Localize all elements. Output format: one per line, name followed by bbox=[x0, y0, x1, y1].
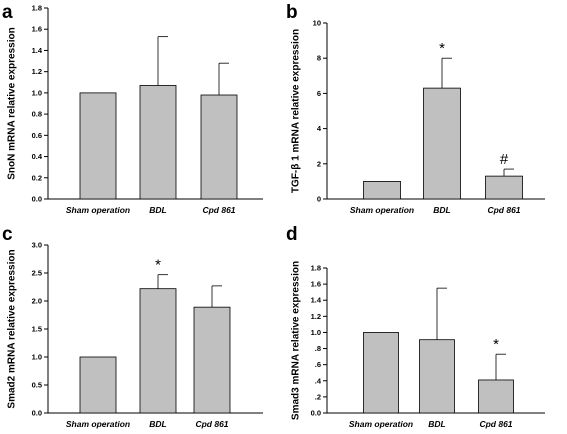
x-tick-label: Sham operation bbox=[66, 205, 130, 215]
bar bbox=[200, 94, 238, 200]
x-tick-label: BDL bbox=[433, 205, 450, 215]
y-tick-label: 0.0 bbox=[311, 409, 321, 418]
significance-marker: # bbox=[500, 151, 509, 168]
significance-marker: * bbox=[493, 336, 499, 353]
x-tick-label: Sham operation bbox=[350, 205, 414, 215]
bar bbox=[363, 180, 401, 200]
y-tick-label: 0.0 bbox=[32, 195, 42, 204]
y-axis-label: TGF-β 1 mRNA relative expression bbox=[291, 29, 302, 193]
y-tick-label: 1.5 bbox=[32, 325, 42, 334]
x-tick-label: BDL bbox=[428, 419, 445, 429]
y-tick-label: 1.0 bbox=[32, 353, 42, 362]
y-tick-label: .4 bbox=[315, 376, 322, 385]
x-tick-label: BDL bbox=[149, 205, 166, 215]
y-tick-label: 0.0 bbox=[32, 409, 42, 418]
y-tick-label: 1.8 bbox=[311, 264, 321, 273]
bar bbox=[423, 87, 461, 200]
y-tick-label: .8 bbox=[315, 344, 321, 353]
bar bbox=[419, 339, 455, 414]
y-tick-label: 0 bbox=[317, 195, 321, 204]
significance-marker: * bbox=[439, 40, 445, 57]
y-tick-label: 8 bbox=[317, 54, 321, 63]
y-tick-label: 1.8 bbox=[32, 4, 42, 13]
y-axis-label: Smad3 mRNA relative expression bbox=[291, 261, 302, 420]
x-tick-label: Cpd 861 bbox=[479, 419, 512, 429]
bar bbox=[193, 306, 231, 414]
bar bbox=[478, 379, 514, 414]
x-tick-label: Sham operation bbox=[349, 419, 413, 429]
y-tick-label: 0.4 bbox=[32, 152, 43, 161]
y-tick-label: 0.5 bbox=[32, 381, 42, 390]
y-tick-label: 10 bbox=[313, 19, 321, 28]
bar bbox=[139, 288, 177, 414]
y-axis-label: Smad2 mRNA relative expression bbox=[7, 249, 18, 408]
x-tick-label: Cpd 861 bbox=[202, 205, 235, 215]
y-tick-label: 3.0 bbox=[32, 241, 42, 250]
y-tick-label: 1.6 bbox=[311, 280, 321, 289]
y-tick-label: 1.2 bbox=[311, 312, 321, 321]
bar bbox=[363, 332, 399, 414]
significance-marker: * bbox=[155, 257, 161, 274]
y-tick-label: 1.4 bbox=[311, 296, 322, 305]
bar bbox=[485, 175, 523, 200]
x-tick-label: Cpd 861 bbox=[195, 419, 228, 429]
y-tick-label: 0.8 bbox=[32, 110, 42, 119]
panel-letter: c bbox=[2, 224, 13, 245]
y-tick-label: 2 bbox=[317, 159, 321, 168]
x-tick-label: Cpd 861 bbox=[487, 205, 520, 215]
y-tick-label: 2.0 bbox=[32, 297, 42, 306]
y-tick-label: 6 bbox=[317, 89, 321, 98]
y-tick-label: .6 bbox=[315, 360, 321, 369]
y-axis-label: SnoN mRNA relative expression bbox=[7, 27, 18, 179]
y-tick-label: 0.6 bbox=[32, 131, 42, 140]
panel-letter: a bbox=[2, 2, 13, 23]
bar bbox=[139, 85, 177, 200]
y-tick-label: 1.2 bbox=[32, 67, 42, 76]
y-tick-label: 1.6 bbox=[32, 25, 42, 34]
y-tick-label: 0.2 bbox=[32, 173, 42, 182]
y-tick-label: .2 bbox=[315, 392, 321, 401]
x-tick-label: BDL bbox=[149, 419, 166, 429]
bar bbox=[79, 356, 117, 414]
y-tick-label: 1.0 bbox=[311, 328, 321, 337]
x-tick-label: Sham operation bbox=[66, 419, 130, 429]
y-tick-label: 1.4 bbox=[32, 46, 43, 55]
panel-letter: b bbox=[286, 2, 298, 23]
y-tick-label: 4 bbox=[317, 124, 322, 133]
y-tick-label: 2.5 bbox=[32, 269, 42, 278]
panel-letter: d bbox=[286, 224, 298, 245]
bar bbox=[79, 92, 117, 200]
y-tick-label: 1.0 bbox=[32, 88, 42, 97]
